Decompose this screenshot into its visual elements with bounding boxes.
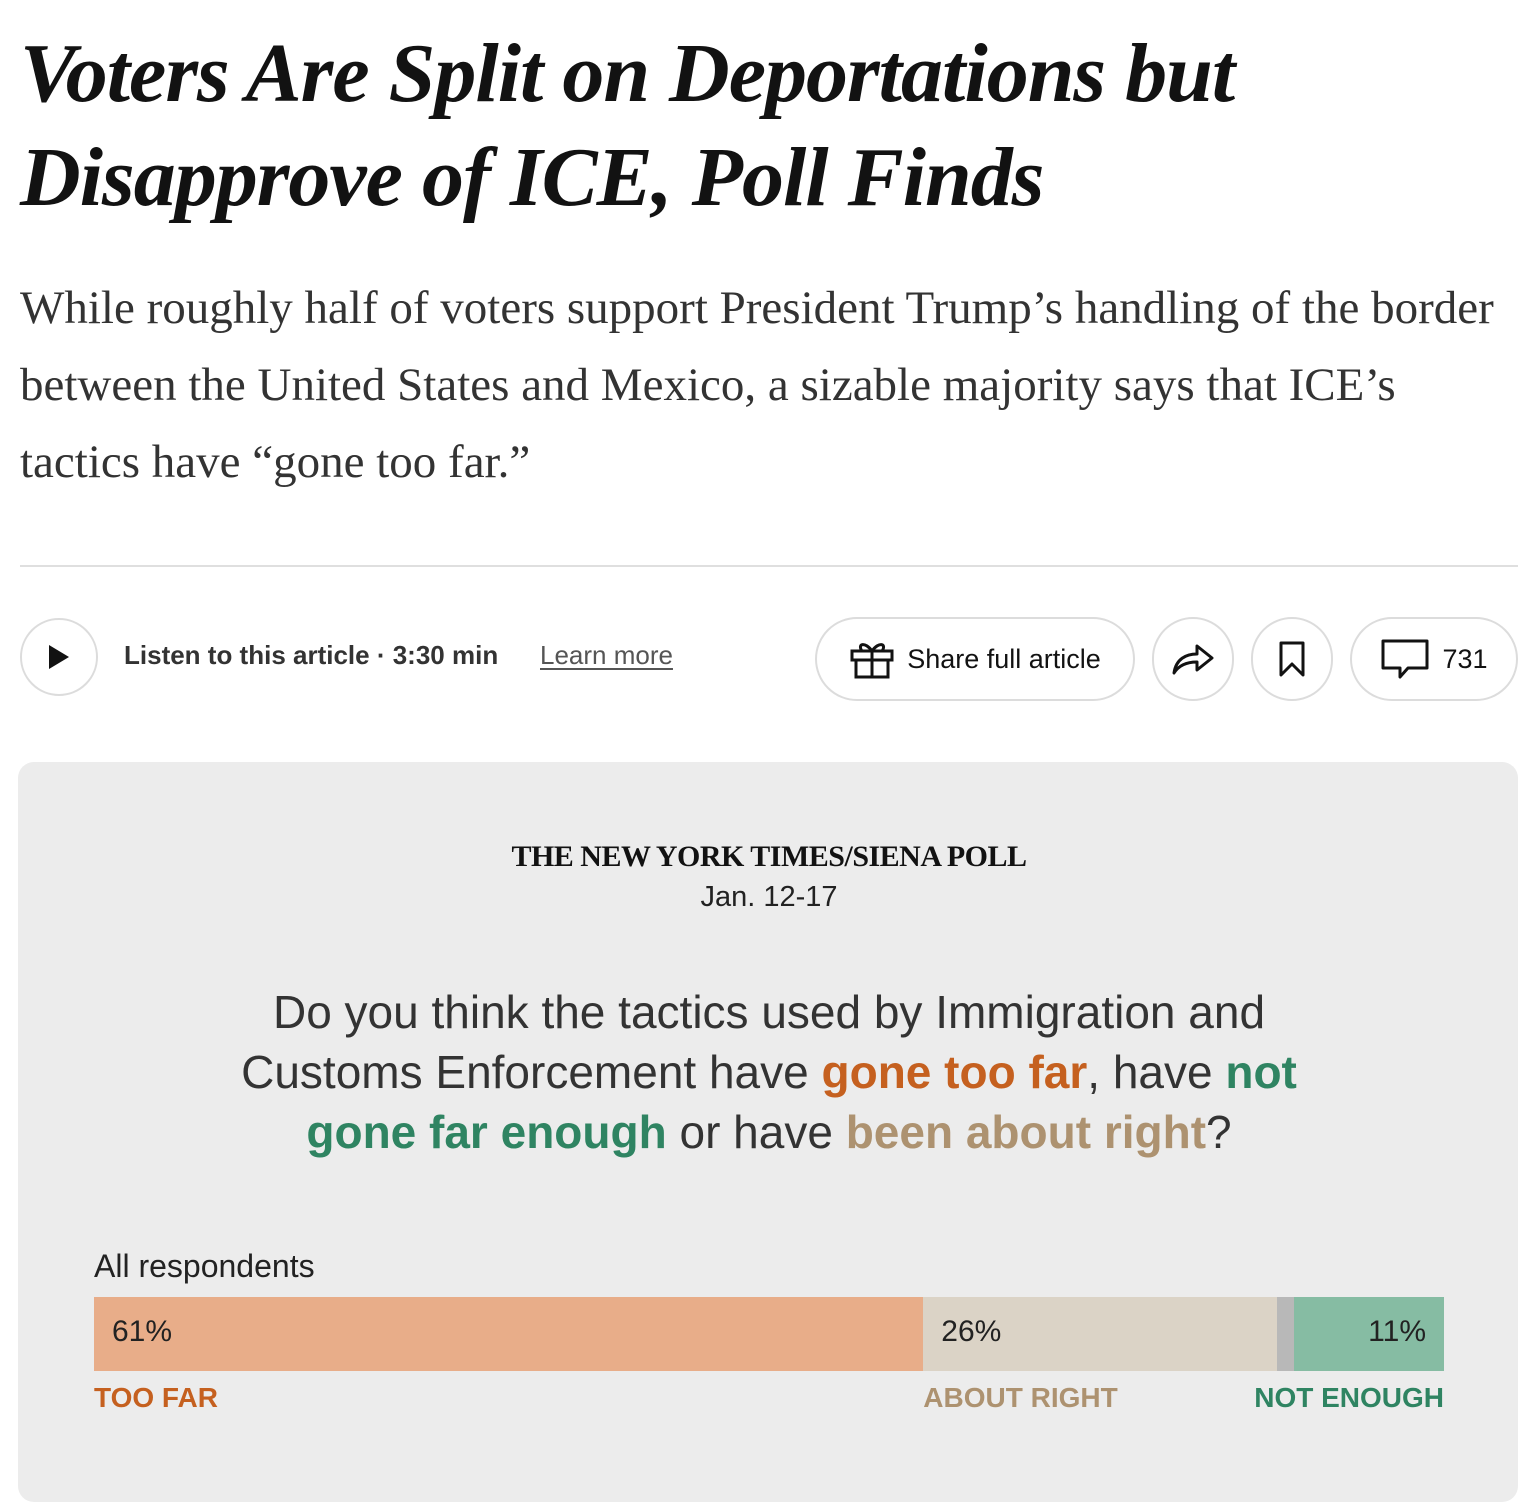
divider [20,565,1518,567]
category-label-about-right: ABOUT RIGHT [923,1382,1118,1413]
share-full-article-button[interactable]: Share full article [815,617,1135,701]
comments-button[interactable]: 731 [1350,617,1518,701]
category-label-too-far: TOO FAR [94,1382,218,1413]
poll-dates: Jan. 12-17 [700,881,838,913]
article-summary: While roughly half of voters support Pre… [20,282,1494,488]
gift-icon [850,643,894,679]
poll-question: Do you think the tactics used by Immigra… [210,982,1328,1162]
poll-name: THE NEW YORK TIMES/SIENA POLL [511,840,1027,873]
play-icon [49,645,69,669]
listen-label: Listen to this article · 3:30 min [124,640,499,670]
save-button[interactable] [1251,617,1333,701]
share-button[interactable] [1152,617,1234,701]
bar-segment-unsure [1276,1297,1295,1371]
question-highlight-not-enough: not gone far enough [306,1046,1297,1158]
question-text: or have [666,1106,846,1158]
share-arrow-icon [1172,644,1214,675]
bar-value-too-far: 61% [112,1315,173,1348]
group-label: All respondents [94,1248,315,1284]
play-audio-button[interactable] [20,618,98,696]
question-text: ? [1206,1106,1232,1158]
bar-value-about-right: 26% [941,1315,1002,1348]
stacked-bar: 61% 26% 11% [94,1297,1444,1371]
category-label-not-enough: NOT ENOUGH [1254,1382,1444,1413]
bar-segment-not-enough [1294,1297,1444,1371]
poll-card [18,762,1518,1502]
comment-count: 731 [1442,643,1488,674]
bar-segment-too-far [94,1297,924,1371]
article-headline: Voters Are Split on Deportations but Dis… [20,27,1235,224]
question-text: Do you think the tactics used by Immigra… [241,986,1266,1098]
question-highlight-about-right: been about right [845,1106,1207,1158]
learn-more-link[interactable]: Learn more [540,640,673,670]
bar-segment-about-right [923,1297,1277,1371]
bookmark-icon [1279,641,1305,677]
bar-value-not-enough: 11% [1368,1315,1426,1348]
question-text: , have [1087,1046,1226,1098]
question-highlight-too-far: gone too far [821,1046,1088,1098]
comment-icon [1381,639,1429,679]
share-full-article-label: Share full article [907,643,1101,674]
